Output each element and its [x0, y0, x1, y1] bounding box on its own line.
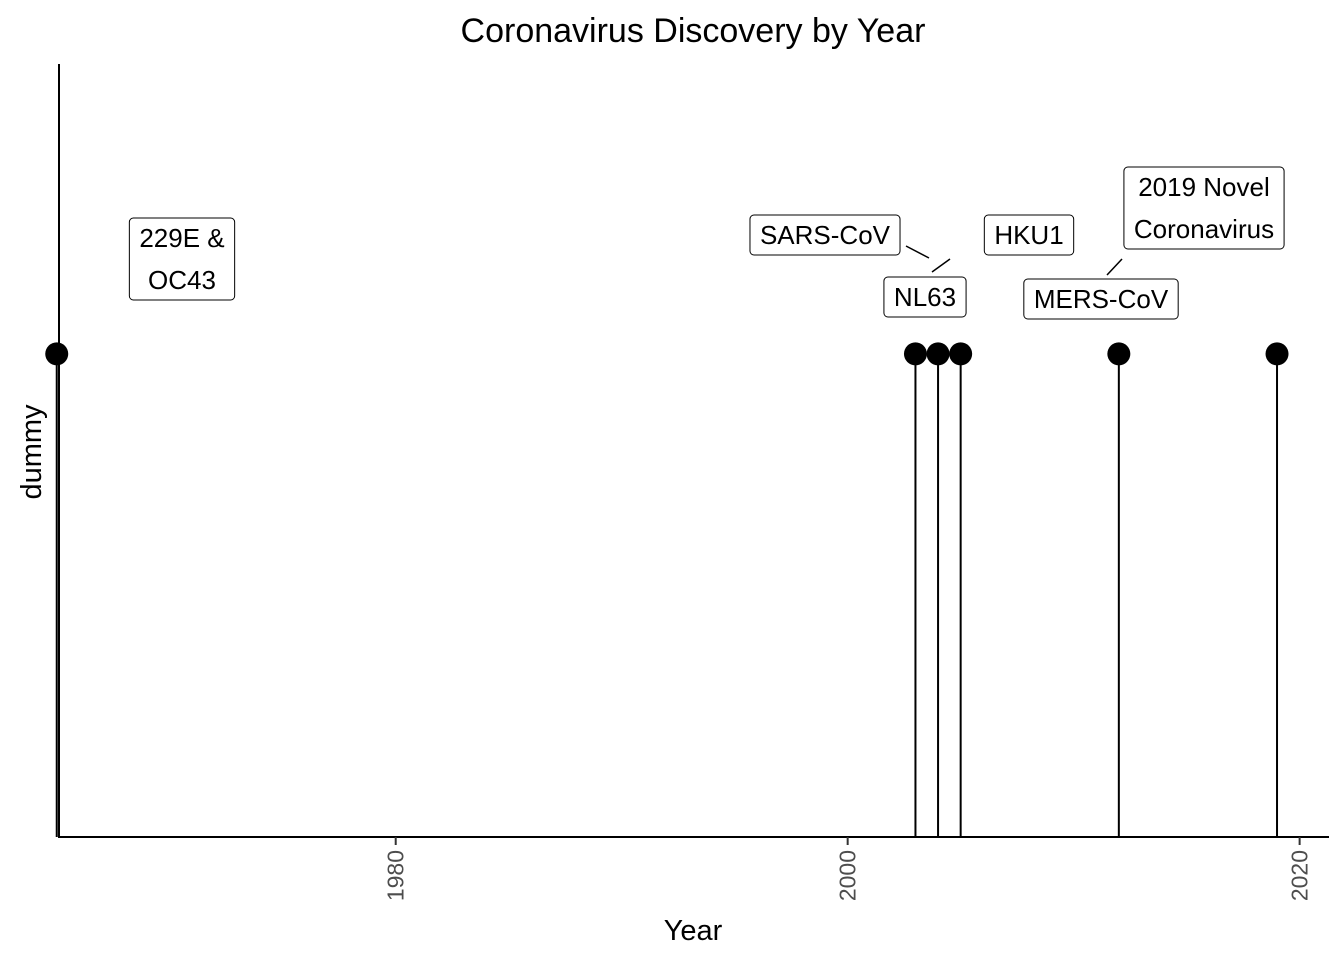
x-tick-label: 2000 — [835, 850, 861, 901]
x-tick-label: 2020 — [1287, 850, 1313, 901]
label-box — [983, 214, 1075, 256]
label-box — [128, 217, 236, 301]
points — [45, 342, 1289, 366]
label-leader-line — [1106, 258, 1123, 276]
x-tick-label: 1980 — [383, 850, 409, 901]
label-text: OC43 — [148, 265, 216, 295]
point-label: 2019 Novel Coronavirus — [1123, 166, 1285, 250]
point-labels: 229E & OC43 SARS-CoV NL63 HKU1 MERS-CoV 2019 N… — [128, 166, 1285, 320]
label-box — [1123, 166, 1285, 250]
label-text: HKU1 — [994, 220, 1063, 250]
lollipop-point — [45, 342, 69, 366]
x-axis-title: Year — [664, 915, 723, 947]
lollipop-point — [903, 342, 927, 366]
chart-title: Coronavirus Discovery by Year — [461, 12, 926, 50]
label-leader-line — [931, 258, 951, 273]
stems — [55, 353, 1279, 837]
label-text: MERS-CoV — [1034, 284, 1169, 314]
label-text: SARS-CoV — [760, 220, 891, 250]
label-box — [883, 276, 967, 318]
label-text: NL63 — [894, 282, 956, 312]
y-axis-title: dummy — [16, 404, 48, 500]
point-label: SARS-CoV — [749, 214, 930, 259]
lollipop-point — [949, 342, 973, 366]
lollipop-point — [926, 342, 950, 366]
point-label: HKU1 — [983, 214, 1075, 256]
label-box — [749, 214, 901, 256]
lollipop-point — [1265, 342, 1289, 366]
label-text: 229E & — [139, 223, 224, 253]
x-axis-ticks: 1980 2000 2020 — [383, 837, 1313, 901]
label-text: 2019 Novel — [1138, 172, 1270, 202]
point-label: 229E & OC43 — [128, 217, 236, 301]
label-text: Coronavirus — [1134, 214, 1274, 244]
label-box — [1023, 278, 1179, 320]
point-label: MERS-CoV — [1023, 258, 1179, 320]
lollipop-point — [1107, 342, 1131, 366]
point-label: NL63 — [883, 258, 967, 318]
label-leader-line — [905, 245, 930, 259]
